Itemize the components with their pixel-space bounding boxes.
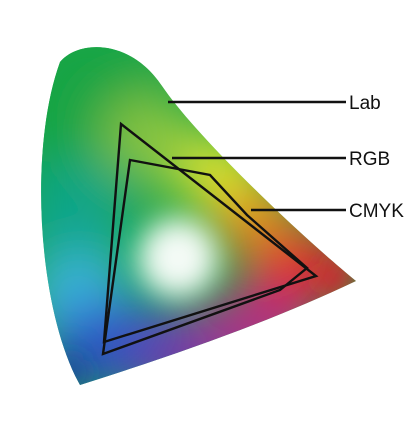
- rgb-gamut-triangle: [102, 121, 319, 344]
- lab-label: Lab: [349, 93, 381, 114]
- cmyk-label: CMYK: [349, 201, 404, 222]
- cmyk-gamut-hexagon: [101, 158, 309, 356]
- rgb-label: RGB: [349, 149, 390, 170]
